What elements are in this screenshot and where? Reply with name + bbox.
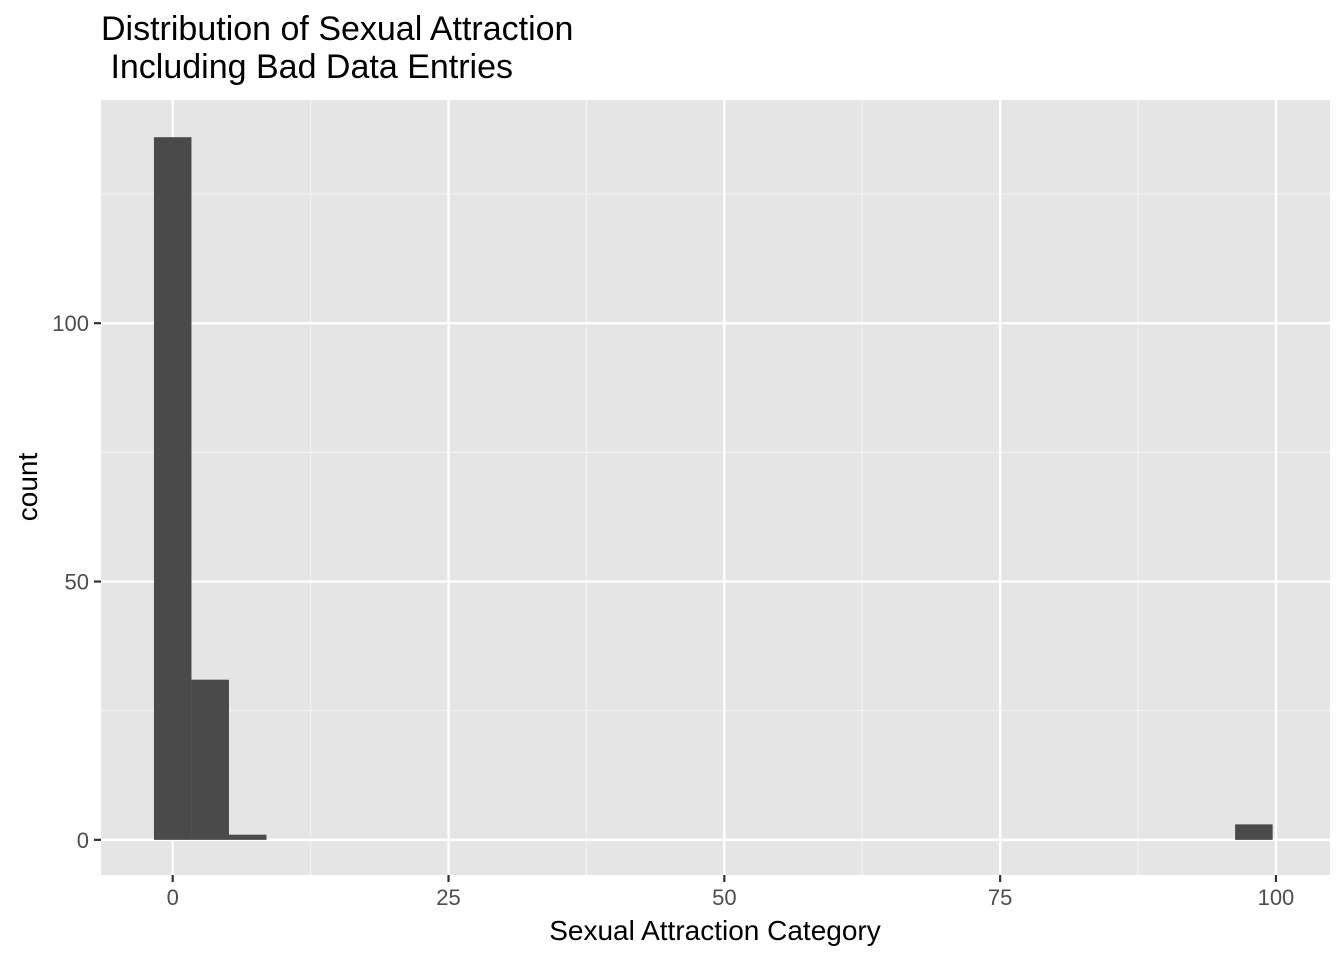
plot-panel — [101, 100, 1330, 875]
y-axis: 0 50 100 — [52, 311, 101, 853]
x-tick-label: 75 — [988, 885, 1012, 910]
histogram-bar — [153, 137, 192, 840]
y-tick-label: 50 — [65, 570, 89, 595]
chart-title-line-2: Including Bad Data Entries — [101, 48, 513, 86]
histogram-bar — [1235, 824, 1273, 840]
minor-gridlines — [101, 100, 1330, 875]
y-tick-label: 0 — [77, 828, 89, 853]
x-tick-label: 0 — [167, 885, 179, 910]
major-gridlines — [101, 100, 1330, 875]
y-axis-title: count — [12, 453, 43, 522]
x-tick-label: 50 — [712, 885, 736, 910]
x-tick-label: 100 — [1258, 885, 1295, 910]
histogram-bars — [153, 137, 1273, 840]
x-axis-title: Sexual Attraction Category — [549, 915, 881, 946]
x-axis: 0 25 50 75 100 — [167, 875, 1295, 910]
y-tick-label: 100 — [52, 311, 89, 336]
histogram-bar — [191, 679, 229, 840]
x-tick-label: 25 — [436, 885, 460, 910]
chart-title-line-1: Distribution of Sexual Attraction — [101, 10, 573, 48]
histogram-bar — [228, 834, 267, 840]
